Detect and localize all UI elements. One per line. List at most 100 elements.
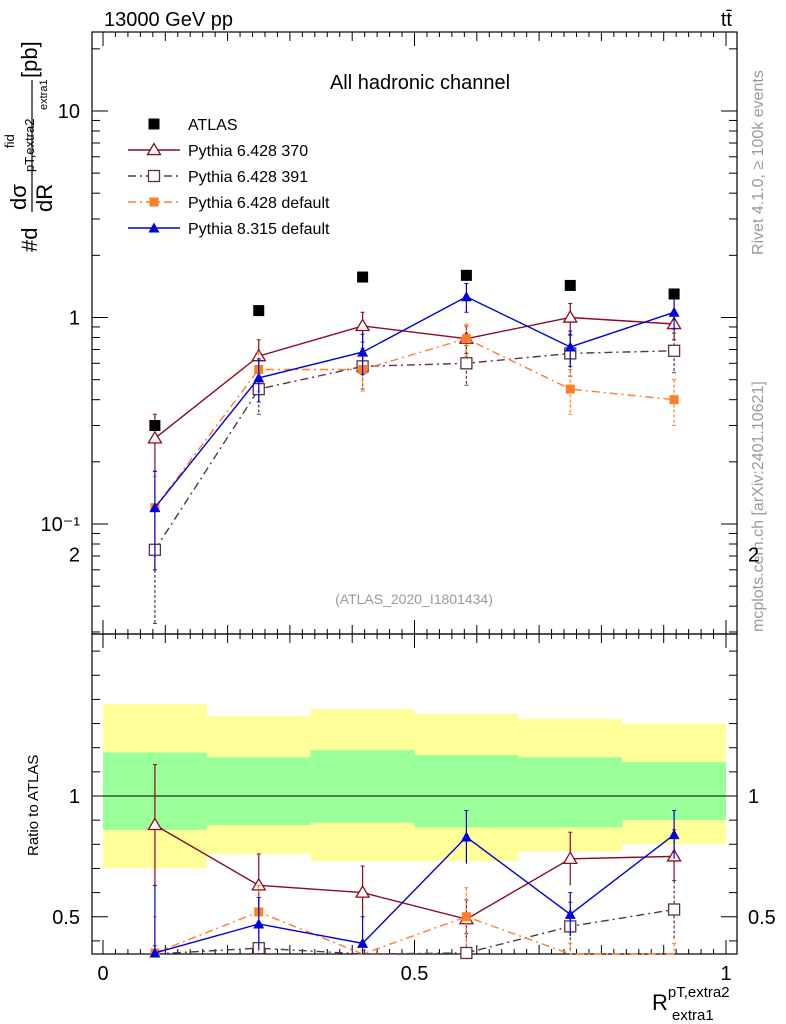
y-tick-label-main: 1: [69, 308, 80, 330]
main-line-1: [154, 350, 675, 551]
ratio-point: [354, 884, 371, 898]
x-axis-label-sub: extra1: [672, 1007, 714, 1024]
main-point: [253, 372, 265, 383]
y-label-denominator: dR: [32, 184, 57, 212]
ratio-point: [149, 947, 161, 958]
ratio-series-0: [147, 764, 682, 939]
x-tick-label: 0.5: [401, 963, 429, 985]
ratio-point: [668, 829, 680, 840]
main-series-1: [148, 332, 681, 624]
y-tick-label-ratio-right: 1: [748, 786, 759, 808]
y-label-denominator-sub: extra1: [38, 79, 50, 110]
ratio-series-1: [152, 880, 681, 960]
x-tick-label: 0: [97, 963, 108, 985]
y-tick-label-ratio-right: 0.5: [748, 907, 776, 929]
legend-label: Pythia 6.428 370: [188, 143, 308, 160]
main-series-3: [149, 283, 680, 571]
main-point: [147, 430, 163, 444]
legend-label: Pythia 8.315 default: [188, 221, 330, 238]
y-label-unit: [pb]: [17, 41, 42, 78]
main-line-2: [154, 337, 675, 509]
legend-marker: [148, 118, 160, 130]
y-tick-label-ratio: 0.5: [52, 907, 80, 929]
y-tick-label-ratio: 2: [69, 545, 80, 567]
chart-title: All hadronic channel: [330, 72, 510, 94]
main-point: [357, 346, 369, 357]
y-axis-label-ratio: Ratio to ATLAS: [25, 755, 42, 856]
x-axis-label: RpT,extra2: [652, 984, 730, 1015]
y-label-denominator-sup: pT,extra2: [22, 119, 37, 172]
ratio-point: [253, 918, 265, 929]
legend-marker: [147, 169, 161, 183]
legend-entry-1: Pythia 6.428 370: [128, 142, 308, 160]
legend-entry-4: Pythia 8.315 default: [128, 221, 330, 238]
ratio-point: [667, 903, 681, 916]
main-point: [461, 334, 471, 344]
main-series: [147, 269, 682, 624]
ratio-point: [357, 937, 369, 948]
main-data-series: [149, 269, 680, 431]
data-point: [149, 419, 161, 431]
main-point: [565, 384, 575, 394]
ratio-line-3: [154, 834, 675, 954]
main-point: [149, 502, 161, 513]
ratio-uncertainty-bands: [92, 704, 737, 869]
legend-entry-3: Pythia 6.428 default: [128, 195, 330, 212]
legend-marker: [148, 222, 160, 233]
legend-entry-2: Pythia 6.428 391: [128, 169, 308, 186]
ratio-point: [562, 851, 578, 864]
y-label-prefix: #d: [17, 228, 42, 252]
ratio-line-0: [154, 824, 675, 920]
ratio-point: [460, 831, 472, 842]
legend-entry-0: ATLAS: [148, 117, 238, 134]
band-green-bin-1: [206, 757, 311, 825]
band-green-bin-4: [518, 757, 623, 828]
main-point: [564, 341, 576, 352]
ratio-series-3: [149, 809, 680, 958]
main-series-0: [147, 302, 682, 472]
ratio-point: [251, 877, 267, 891]
main-point: [668, 306, 680, 317]
main-line-3: [154, 295, 675, 509]
ratio-point: [147, 817, 163, 831]
legend: ATLAS Pythia 6.428 370 Pythia 6.428 391 Pyt…: [128, 117, 330, 238]
main-series-2: [150, 323, 679, 557]
process-label: tt̄: [721, 9, 733, 31]
main-point: [460, 357, 473, 370]
ratio-series-2: [150, 884, 677, 958]
main-line-0: [154, 316, 675, 439]
y-tick-label-main: 10: [58, 101, 80, 123]
main-point: [667, 344, 681, 357]
main-point: [354, 318, 371, 332]
y-tick-label-ratio: 1: [69, 786, 80, 808]
legend-label: Pythia 6.428 391: [188, 169, 308, 186]
ratio-series: [147, 764, 682, 960]
y-tick-label-main: 10⁻¹: [41, 514, 81, 536]
legend-marker: [149, 197, 159, 207]
data-point: [460, 269, 472, 281]
data-point: [668, 288, 680, 300]
energy-label: 13000 GeV pp: [104, 9, 233, 31]
legend-marker: [146, 142, 162, 156]
ratio-point: [461, 912, 471, 922]
data-point: [253, 305, 265, 317]
ratio-point: [564, 908, 576, 919]
ratio-line-2: [154, 911, 675, 955]
main-point: [562, 309, 578, 323]
mcplots-label: mcplots.cern.ch [arXiv:2401.10621]: [750, 381, 767, 632]
ratio-point: [460, 946, 473, 960]
y-label-numerator: dσ: [6, 184, 31, 210]
rivet-version-label: Rivet 4.1.0, ≥ 100k events: [750, 70, 767, 255]
x-tick-label: 1: [720, 963, 731, 985]
data-point: [564, 279, 576, 291]
y-tick-label-ratio-right: 2: [748, 545, 759, 567]
band-green-bin-2: [310, 750, 415, 823]
y-label-numerator-sup: fid: [2, 134, 17, 148]
ratio-line-1: [154, 908, 675, 955]
legend-label: ATLAS: [188, 117, 238, 134]
data-point: [357, 271, 369, 283]
analysis-id: (ATLAS_2020_I1801434): [335, 591, 493, 607]
